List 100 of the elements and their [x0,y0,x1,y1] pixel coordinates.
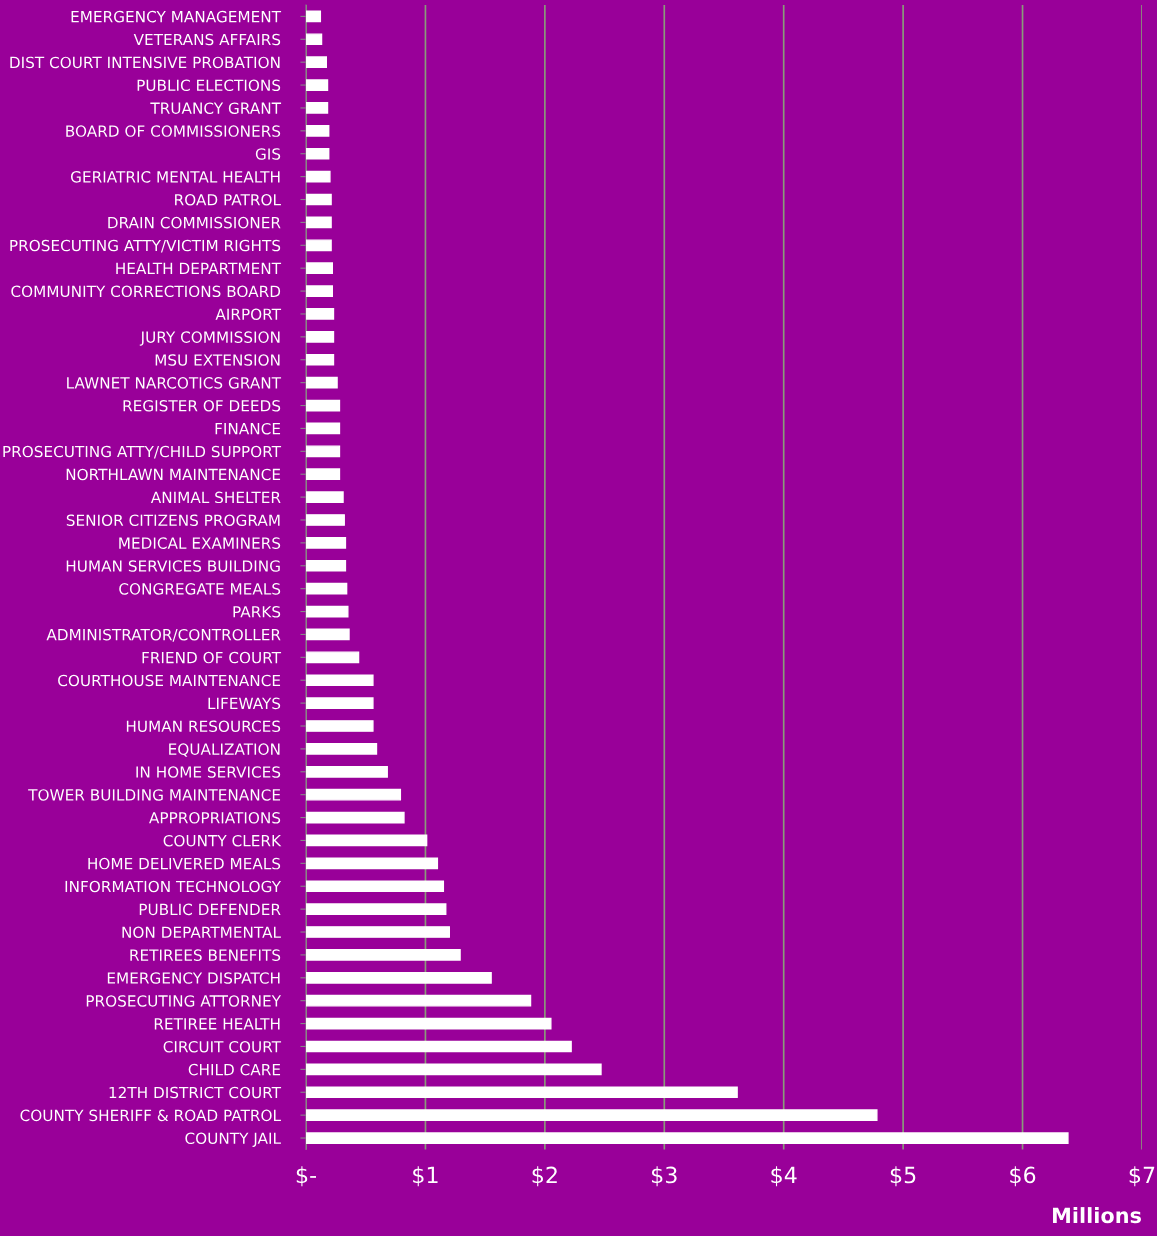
y-tick-label: HEALTH DEPARTMENT [116,262,282,274]
bar [306,1109,878,1121]
bar [306,124,330,137]
bar [306,903,447,915]
bar [306,720,374,732]
y-tick-label: APPROPRIATIONS [149,812,281,824]
y-tick-label: COUNTY SHERIFF & ROAD PATROL [20,1109,281,1122]
bar [306,262,333,275]
x-tick-label: $2 [532,1166,557,1187]
y-tick-label: PROSECUTING ATTORNEY [86,995,282,1007]
y-tick-label: COMMUNITY CORRECTIONS BOARD [11,285,281,298]
bar [306,285,333,297]
bar [306,216,332,229]
bar [306,102,329,114]
y-tick-label: HUMAN RESOURCES [126,720,281,733]
y-tick-label: FINANCE [215,422,281,435]
y-tick-label: GERIATRIC MENTAL HEALTH [70,171,280,183]
y-tick-label: CONGREGATE MEALS [119,583,281,595]
bar [306,788,402,801]
x-tick-label: $3 [651,1166,677,1187]
bar [306,308,335,320]
bar [306,514,345,526]
y-tick-label: COUNTY CLERK [163,834,282,847]
y-tick-label: VETERANS AFFAIRS [133,33,281,46]
bar [306,949,461,961]
x-tick-label: $6 [1010,1166,1036,1187]
bar [306,193,332,206]
y-tick-label: BOARD OF COMMISSIONERS [66,125,281,137]
x-tick-label: $7 [1129,1166,1155,1187]
bar [306,33,323,46]
y-tick-label: REGISTER OF DEEDS [123,400,281,412]
bar [306,628,350,641]
bar [306,239,332,252]
bar [306,605,349,618]
y-tick-label: CIRCUIT COURT [163,1040,282,1053]
y-tick-label: DRAIN COMMISSIONER [108,216,281,229]
bar [306,994,532,1007]
y-tick-label: MEDICAL EXAMINERS [119,537,281,549]
bar [306,399,341,412]
y-tick-label: COUNTY JAIL [185,1132,281,1147]
y-tick-label: ANIMAL SHELTER [150,491,281,504]
x-tick-label: $1 [413,1166,438,1187]
bar [306,811,405,824]
y-tick-label: EMERGENCY DISPATCH [107,972,280,984]
bar [306,674,374,687]
y-tick-label: TRUANCY GRANT [150,102,282,114]
bar [306,537,347,549]
bar [306,491,344,503]
bar [306,697,374,709]
y-tick-label: GIS [255,148,281,160]
bar [306,445,341,458]
y-tick-label: PROSECUTING ATTY/CHILD SUPPORT [3,445,282,459]
y-tick-label: NON DEPARTMENTAL [122,926,281,939]
bar [306,559,347,572]
y-tick-label: EQUALIZATION [169,743,280,757]
x-tick-label: $5 [890,1166,916,1187]
bar [306,765,388,778]
bar [306,147,330,160]
bar [306,56,328,69]
y-tick-label: IN HOME SERVICES [136,766,281,778]
bar [306,422,341,435]
bar [306,1040,572,1053]
y-tick-label: HUMAN SERVICES BUILDING [66,560,280,572]
bar [306,468,341,481]
x-tick-label: $4 [771,1166,797,1187]
y-tick-label: COURTHOUSE MAINTENANCE [58,674,281,687]
y-tick-label: JURY COMMISSION [139,331,280,346]
bar [306,353,335,366]
y-tick-label: LAWNET NARCOTICS GRANT [67,377,282,389]
x-axis-title: Millions [1053,1207,1141,1224]
y-tick-label: PUBLIC DEFENDER [139,903,281,916]
bar [306,743,378,755]
bar [306,1132,1069,1144]
y-tick-label: PUBLIC ELECTIONS [137,79,281,92]
bar [306,376,338,389]
y-tick-label: INFORMATION TECHNOLOGY [65,880,282,893]
bar [306,1017,552,1030]
y-tick-label: FRIEND OF COURT [142,651,282,664]
y-tick-label: HOME DELIVERED MEALS [88,857,281,870]
y-tick-label: SENIOR CITIZENS PROGRAM [66,514,280,527]
y-tick-label: TOWER BUILDING MAINTENANCE [28,789,281,801]
bar [306,170,331,183]
bar [306,834,428,847]
bar [306,651,360,664]
y-tick-label: NORTHLAWN MAINTENANCE [66,468,281,481]
bar [306,582,348,595]
bar [306,1086,738,1099]
y-tick-label: 12TH DISTRICT COURT [109,1086,282,1099]
bar [306,880,445,893]
y-tick-label: RETIREES BENEFITS [130,949,281,961]
bar [306,926,451,938]
bar [306,971,492,984]
y-tick-label: RETIREE HEALTH [154,1018,280,1030]
y-tick-label: AIRPORT [215,308,282,320]
y-tick-label: LIFEWAYS [208,697,281,710]
y-tick-label: DIST COURT INTENSIVE PROBATION [10,56,280,69]
y-tick-label: CHILD CARE [188,1063,281,1076]
bar [306,1063,602,1076]
x-tick-label: $- [296,1166,317,1187]
bar [306,857,439,870]
